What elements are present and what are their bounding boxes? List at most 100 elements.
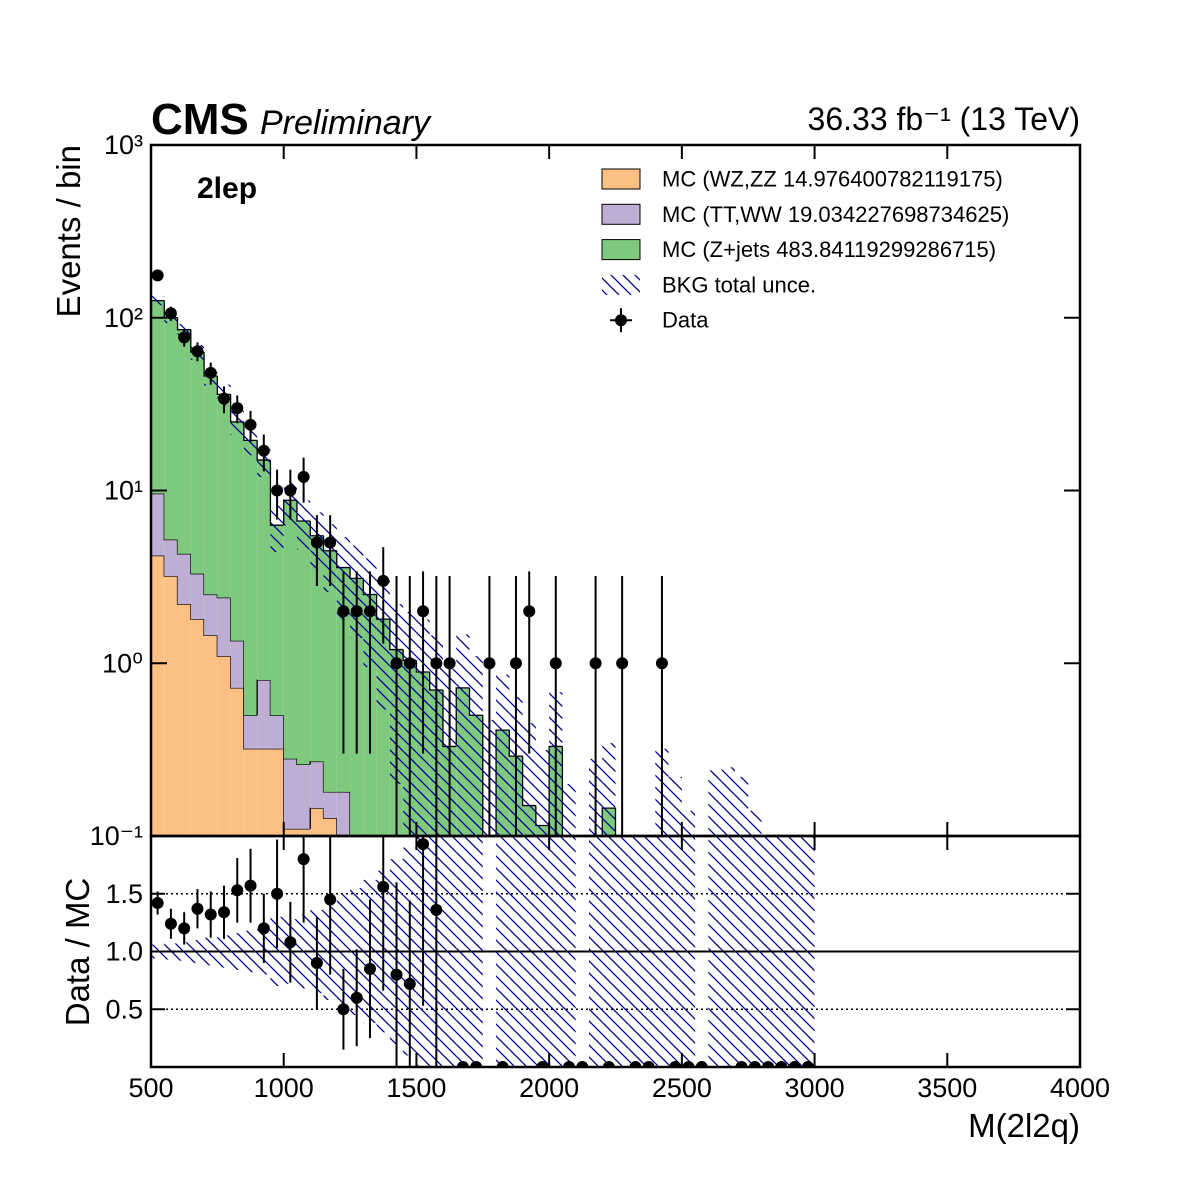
- y-tick-label: 1.5: [105, 879, 143, 909]
- data-point: [642, 1061, 655, 1067]
- data-point: [337, 1003, 350, 1016]
- data-point: [403, 977, 416, 990]
- data-point: [377, 880, 390, 893]
- legend-label: BKG total unce.: [662, 272, 816, 297]
- data-point: [576, 1061, 589, 1067]
- data-point: [204, 908, 217, 921]
- data-point: [748, 1061, 761, 1067]
- data-point: [470, 1061, 483, 1067]
- data-point: [257, 444, 270, 457]
- experiment-label: CMS: [151, 95, 249, 144]
- bar: [257, 460, 271, 680]
- data-point: [151, 269, 164, 282]
- bar: [323, 791, 337, 819]
- x-tick-label: 4000: [1050, 1073, 1110, 1103]
- bar: [204, 376, 218, 595]
- data-point: [801, 1061, 814, 1067]
- x-tick-label: 1500: [386, 1073, 446, 1103]
- bar-edge: [190, 553, 205, 575]
- bar: [217, 656, 231, 836]
- y-axis-label: Events / bin: [50, 145, 87, 317]
- legend-swatch: [602, 274, 640, 295]
- data-point: [257, 922, 270, 935]
- data-point: [430, 657, 443, 670]
- data-point: [178, 331, 191, 344]
- bar: [177, 604, 191, 836]
- bar: [190, 352, 205, 574]
- data-point: [509, 657, 522, 670]
- y-tick-label: 0.5: [105, 994, 143, 1024]
- data-point: [324, 536, 337, 549]
- uncertainty-band: [469, 656, 483, 836]
- bar: [164, 539, 178, 576]
- uncertainty-band: [562, 783, 576, 836]
- data-point: [403, 657, 416, 670]
- axes: 10⁻¹ 10⁰ 10¹ 10² 10³ 500 1000 1500 2000 2500 3000 3…: [90, 130, 1110, 1103]
- data-point: [536, 1061, 549, 1067]
- data-point: [523, 605, 536, 618]
- uncertainty-band: [296, 500, 311, 550]
- data-point: [682, 1061, 695, 1067]
- bar-edge: [309, 760, 324, 765]
- bar-edge: [151, 492, 165, 836]
- data-point: [735, 1061, 748, 1067]
- data-point: [191, 345, 204, 358]
- bar: [204, 594, 218, 636]
- data-point: [204, 366, 217, 379]
- data-point: [563, 1061, 576, 1067]
- bar: [177, 329, 191, 554]
- bar: [217, 597, 231, 657]
- bar-edge: [309, 807, 324, 829]
- data-point: [217, 906, 230, 919]
- bar: [323, 550, 337, 792]
- y-tick-label: 10²: [104, 303, 143, 333]
- data-point: [430, 903, 443, 916]
- data-point: [164, 307, 177, 320]
- data-point: [178, 922, 191, 935]
- data-point: [363, 605, 376, 618]
- data-point: [390, 657, 403, 670]
- bar: [270, 748, 284, 836]
- bar: [323, 818, 337, 836]
- data-point: [244, 418, 257, 431]
- data-point: [417, 838, 430, 851]
- uncertainty-band: [721, 767, 735, 836]
- data-point: [390, 968, 403, 981]
- data-point: [217, 392, 230, 405]
- y-tick-label: 1.0: [105, 937, 143, 967]
- bar: [190, 619, 205, 836]
- data-point: [496, 1061, 509, 1067]
- bar: [217, 394, 231, 598]
- data-point: [483, 657, 496, 670]
- uncertainty-band: [376, 579, 390, 710]
- x-tick-label: 3000: [785, 1073, 845, 1103]
- uncertainty-band: [668, 776, 682, 836]
- bar-edge: [151, 554, 165, 836]
- ratio-plot: [151, 836, 1080, 1067]
- uncertainty-band: [151, 296, 165, 306]
- bar: [243, 440, 258, 716]
- y-tick-label: 10³: [104, 130, 143, 160]
- ratio-frame: [149, 834, 1082, 1069]
- legend-swatch: [601, 239, 641, 261]
- legend-label: MC (TT,WW 19.034227698734625): [662, 202, 1009, 227]
- data-point: [284, 936, 297, 949]
- data-point: [669, 1061, 682, 1067]
- data-point: [271, 484, 284, 497]
- uncertainty-band: [270, 505, 284, 553]
- y-tick-label: 10¹: [104, 476, 143, 506]
- legend-label: Data: [662, 308, 709, 333]
- bar: [270, 525, 284, 716]
- data-point: [589, 657, 602, 670]
- bar: [243, 715, 258, 749]
- data-point: [231, 402, 244, 415]
- data-point: [231, 884, 244, 897]
- data-point: [629, 1061, 642, 1067]
- bar: [336, 791, 351, 836]
- bar: [151, 555, 165, 836]
- data-point: [284, 484, 297, 497]
- data-point: [350, 605, 363, 618]
- bar: [296, 520, 311, 765]
- bar: [310, 535, 324, 762]
- bar: [204, 635, 218, 836]
